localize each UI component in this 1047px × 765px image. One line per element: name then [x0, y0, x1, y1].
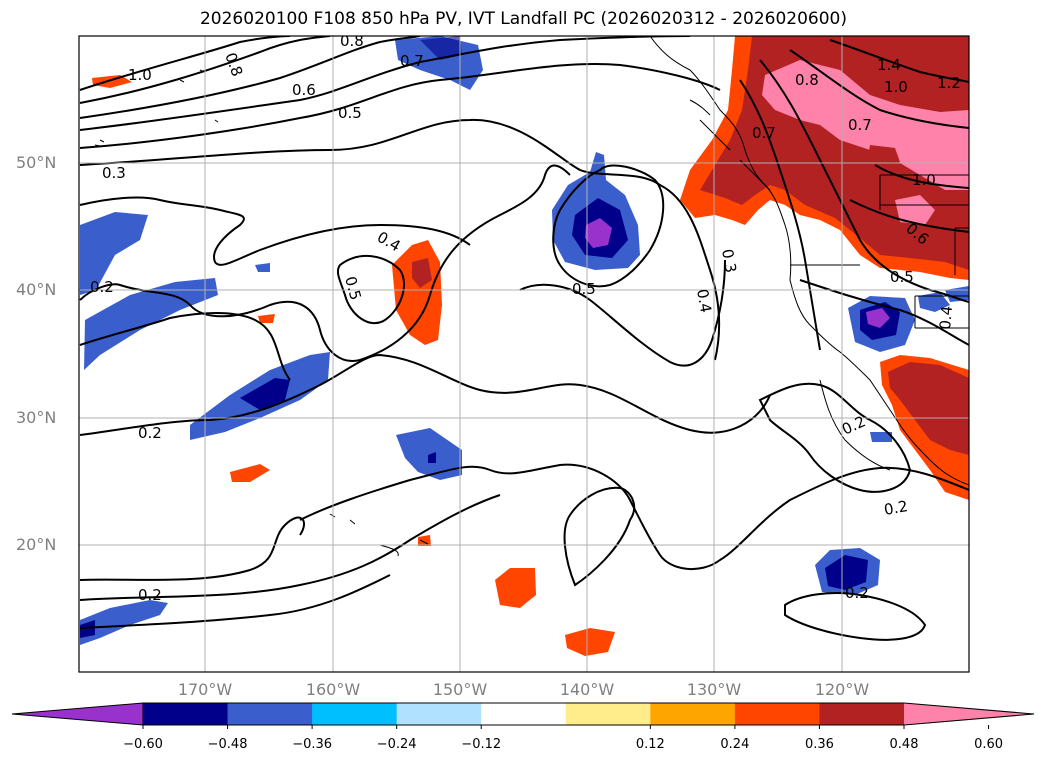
colorbar-tick-label: −0.48 [207, 737, 248, 752]
lat-label-20n: 20°N [16, 535, 57, 554]
colorbar-extend-low [12, 703, 143, 725]
svg-text:0.6: 0.6 [292, 81, 316, 99]
colorbar-segment [312, 703, 398, 725]
coastlines [94, 36, 969, 557]
colorbar-segment [396, 703, 482, 725]
svg-text:0.7: 0.7 [752, 124, 776, 142]
colorbar-segment [734, 703, 820, 725]
colorbar-tick-label: −0.24 [376, 737, 417, 752]
colorbar-segment [143, 703, 229, 725]
colorbar-tick-label: 0.36 [804, 737, 834, 752]
svg-text:0.8: 0.8 [795, 71, 819, 89]
lon-label-160w: 160°W [305, 680, 361, 699]
svg-text:0.3: 0.3 [102, 164, 126, 182]
colorbar-segment [565, 703, 651, 725]
svg-text:0.2: 0.2 [883, 497, 910, 519]
colorbar-segment [650, 703, 736, 725]
colorbar-segment [227, 703, 313, 725]
svg-text:0.3: 0.3 [718, 248, 740, 275]
svg-text:1.0: 1.0 [912, 171, 936, 189]
svg-text:0.2: 0.2 [138, 424, 162, 442]
svg-text:0.7: 0.7 [848, 116, 872, 134]
colorbar-segment [481, 703, 567, 725]
svg-text:1.4: 1.4 [877, 56, 901, 74]
svg-text:0.2: 0.2 [138, 586, 162, 604]
colorbar-segment [819, 703, 905, 725]
lon-label-140w: 140°W [559, 680, 615, 699]
colorbar-tick-label: 0.48 [889, 737, 919, 752]
svg-text:0.5: 0.5 [890, 268, 914, 286]
map-figure: 1.0 0.8 0.6 0.5 0.3 0.2 0.4 0.5 0.5 0.4 … [78, 32, 970, 673]
svg-text:0.5: 0.5 [338, 104, 362, 122]
svg-text:0.7: 0.7 [400, 52, 424, 70]
colorbar-tick-label: −0.12 [461, 737, 502, 752]
lat-label-40n: 40°N [16, 280, 57, 299]
lon-label-120w: 120°W [814, 680, 870, 699]
gridlines [79, 36, 969, 672]
colorbar-tick-label: 0.24 [720, 737, 750, 752]
svg-text:0.4: 0.4 [936, 305, 956, 330]
svg-text:0.8: 0.8 [340, 32, 364, 50]
pv-contours [79, 36, 969, 641]
svg-text:0.5: 0.5 [341, 274, 365, 302]
svg-text:0.5: 0.5 [572, 280, 596, 298]
lat-label-30n: 30°N [16, 408, 57, 427]
colorbar-tick-label: −0.36 [292, 737, 333, 752]
map-title: 2026020100 F108 850 hPa PV, IVT Landfall… [199, 9, 847, 29]
colorbar-tick-label: 0.60 [974, 737, 1004, 752]
colorbar-extend-high [904, 703, 1034, 725]
map-frame [78, 35, 970, 673]
colorbar-tick-label: 0.12 [635, 737, 665, 752]
svg-text:0.2: 0.2 [845, 584, 869, 602]
lon-label-170w: 170°W [177, 680, 233, 699]
svg-text:0.2: 0.2 [90, 278, 114, 296]
svg-text:0.4: 0.4 [693, 288, 715, 315]
svg-text:1.2: 1.2 [937, 74, 961, 92]
colorbar-tick-label: −0.60 [123, 737, 163, 752]
lat-label-50n: 50°N [16, 153, 57, 172]
svg-text:1.0: 1.0 [884, 78, 908, 96]
lon-label-130w: 130°W [686, 680, 742, 699]
lon-label-150w: 150°W [432, 680, 488, 699]
svg-text:1.0: 1.0 [128, 66, 152, 84]
